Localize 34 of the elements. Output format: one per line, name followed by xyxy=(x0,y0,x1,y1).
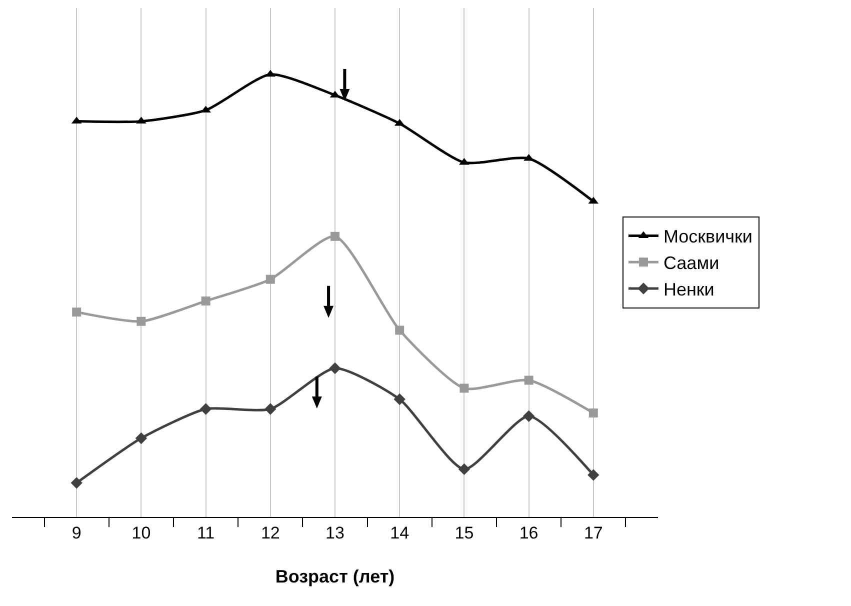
point xyxy=(522,410,535,422)
x-tick-label: 17 xyxy=(584,523,603,542)
point xyxy=(200,403,212,415)
point xyxy=(459,158,470,165)
legend-label: Москвички xyxy=(663,226,752,247)
point xyxy=(395,326,404,335)
x-tick-label: 16 xyxy=(519,523,538,542)
point xyxy=(136,116,146,124)
point xyxy=(524,376,534,385)
point xyxy=(458,463,470,476)
point xyxy=(70,477,82,489)
x-axis-title: Возраст (лет) xyxy=(275,566,395,586)
point xyxy=(329,362,341,374)
x-tick-label: 12 xyxy=(260,523,280,542)
point xyxy=(201,296,210,306)
x-tick-label: 11 xyxy=(196,523,215,542)
point xyxy=(588,408,598,418)
x-tick-label: 13 xyxy=(326,523,344,542)
x-tick-label: 9 xyxy=(72,523,82,542)
legend-label: Саами xyxy=(663,253,720,274)
x-tick-label: 10 xyxy=(132,523,151,542)
point xyxy=(588,469,600,481)
point xyxy=(524,154,534,161)
point xyxy=(330,232,340,241)
point xyxy=(72,308,82,317)
point xyxy=(135,432,148,444)
legend-label: Ненки xyxy=(663,280,714,300)
point xyxy=(394,393,406,406)
x-tick-label: 15 xyxy=(454,523,474,542)
x-tick-label: 14 xyxy=(390,523,410,542)
point xyxy=(266,274,275,284)
point xyxy=(136,316,146,326)
point xyxy=(460,384,469,393)
point xyxy=(264,403,276,415)
